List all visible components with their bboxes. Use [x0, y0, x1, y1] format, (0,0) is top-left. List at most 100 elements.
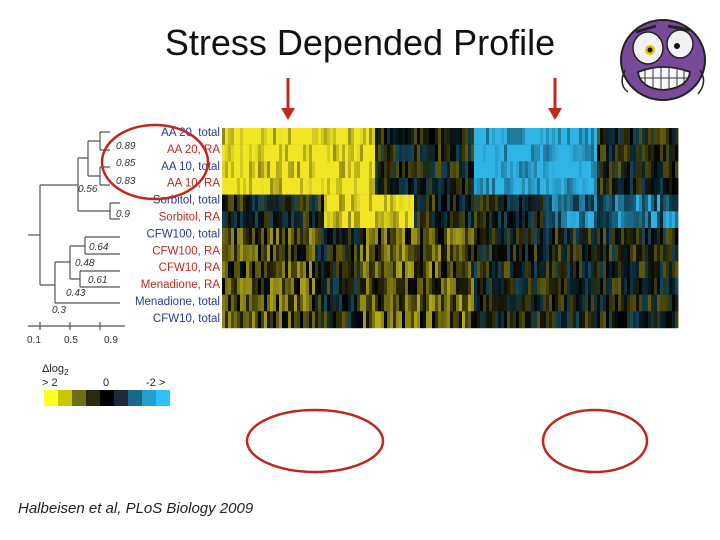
heatmap-cell: [273, 278, 277, 295]
heatmap-cell: [282, 194, 286, 212]
heatmap-cell: [387, 194, 391, 212]
heatmap-cell: [546, 194, 550, 212]
heatmap-cell: [624, 278, 628, 295]
heatmap-cell: [495, 161, 499, 179]
heatmap-cell: [351, 194, 355, 212]
arrow-right: [548, 78, 562, 120]
heatmap-cell: [447, 194, 451, 212]
heatmap-cell: [558, 161, 562, 179]
heatmap-cell: [543, 144, 547, 162]
heatmap-cell: [618, 311, 622, 329]
heatmap-cell: [222, 211, 226, 229]
heatmap-cell: [414, 144, 418, 162]
heatmap-cell: [381, 161, 385, 179]
heatmap-cell: [561, 294, 565, 312]
heatmap-cell: [393, 194, 397, 212]
heatmap-cell: [306, 261, 310, 279]
heatmap-cell: [426, 228, 430, 245]
heatmap-cell: [567, 294, 571, 312]
heatmap-cell: [438, 311, 442, 329]
heatmap-cell: [552, 261, 556, 279]
heatmap-cell: [246, 178, 250, 195]
heatmap-cell: [246, 128, 250, 145]
heatmap-cell: [585, 278, 589, 295]
heatmap-cell: [543, 244, 547, 262]
heatmap-cell: [261, 128, 265, 145]
heatmap-cell: [642, 278, 646, 295]
heatmap-cell: [474, 278, 478, 295]
heatmap-cell: [486, 178, 490, 195]
heatmap-cell: [642, 161, 646, 179]
heatmap-cell: [495, 244, 499, 262]
node-value: 0.89: [116, 141, 136, 152]
heatmap-cell: [390, 211, 394, 229]
heatmap-cell: [420, 311, 424, 329]
heatmap-cell: [657, 311, 661, 329]
heatmap-cell: [303, 161, 307, 179]
heatmap-cell: [360, 311, 364, 329]
legend-swatch: [58, 390, 72, 406]
heatmap-cell: [597, 194, 601, 212]
heatmap-cell: [318, 194, 322, 212]
heatmap-cell: [270, 294, 274, 312]
heatmap-cell: [657, 144, 661, 162]
heatmap-cell: [378, 311, 382, 329]
heatmap-cell: [282, 278, 286, 295]
heatmap-cell: [288, 211, 292, 229]
heatmap-cell: [300, 178, 304, 195]
heatmap-cell: [603, 194, 607, 212]
heatmap-cell: [426, 194, 430, 212]
heatmap-cell: [453, 194, 457, 212]
heatmap-cell: [660, 211, 664, 229]
heatmap-cell: [585, 261, 589, 279]
heatmap-cell: [324, 161, 328, 179]
heatmap-cell: [555, 161, 559, 179]
heatmap-cell: [249, 228, 253, 245]
heatmap-cell: [513, 244, 517, 262]
heatmap-cell: [498, 128, 502, 145]
heatmap-cell: [513, 161, 517, 179]
heatmap-cell: [642, 261, 646, 279]
heatmap-cell: [396, 228, 400, 245]
heatmap-cell: [594, 311, 598, 329]
heatmap-cell: [306, 194, 310, 212]
heatmap-cell: [480, 128, 484, 145]
heatmap-cell: [675, 194, 679, 212]
heatmap-cell: [237, 278, 241, 295]
heatmap-cell: [639, 278, 643, 295]
heatmap-cell: [255, 294, 259, 312]
heatmap-cell: [231, 294, 235, 312]
heatmap-cell: [561, 128, 565, 145]
heatmap-cell: [510, 261, 514, 279]
heatmap-cell: [336, 311, 340, 329]
heatmap-cell: [282, 211, 286, 229]
heatmap-cell: [666, 211, 670, 229]
heatmap-cell: [639, 161, 643, 179]
heatmap-cell: [438, 244, 442, 262]
heatmap-cell: [315, 261, 319, 279]
heatmap-cell: [483, 144, 487, 162]
heatmap-cell: [519, 128, 523, 145]
heatmap-cell: [234, 294, 238, 312]
heatmap-cell: [516, 161, 520, 179]
heatmap-cell: [489, 178, 493, 195]
heatmap-cell: [420, 144, 424, 162]
heatmap-cell: [357, 311, 361, 329]
heatmap-cell: [501, 228, 505, 245]
heatmap-cell: [636, 178, 640, 195]
heatmap-cell: [552, 244, 556, 262]
heatmap-cell: [477, 194, 481, 212]
heatmap-cell: [390, 311, 394, 329]
heatmap-cell: [612, 144, 616, 162]
heatmap-cell: [288, 294, 292, 312]
heatmap-cell: [363, 211, 367, 229]
heatmap-cell: [417, 144, 421, 162]
heatmap-cell: [597, 244, 601, 262]
heatmap-cell: [378, 194, 382, 212]
heatmap-cell: [555, 261, 559, 279]
heatmap-cell: [405, 311, 409, 329]
heatmap-cell: [669, 144, 673, 162]
heatmap-cell: [396, 278, 400, 295]
heatmap-cell: [492, 278, 496, 295]
heatmap-cell: [537, 144, 541, 162]
